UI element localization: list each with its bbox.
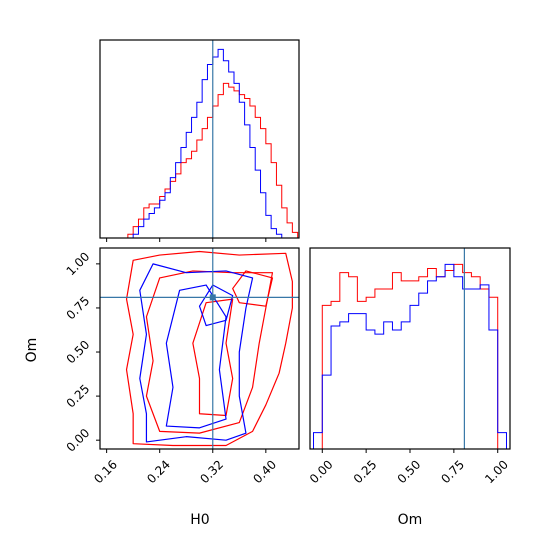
y-axis-label-Om: Om — [24, 338, 40, 363]
joint-y-tick-label-3: 0.75 — [64, 294, 93, 323]
hist-H0-series-blue — [106, 48, 298, 239]
contour-red-2 — [192, 298, 234, 417]
joint-y-tick-label-2: 0.50 — [64, 338, 93, 367]
hist-Om-tick-label-4: 1.00 — [482, 457, 511, 486]
joint-frame — [99, 247, 300, 450]
hist-Om-tick-label-0: 0.00 — [307, 457, 336, 486]
hist-Om-series-blue — [313, 263, 507, 449]
contour-blue-6 — [198, 284, 234, 327]
contour-blue-4 — [139, 263, 254, 443]
contour-blue-5 — [165, 284, 227, 429]
joint-x-tick-label-3: 0.40 — [250, 457, 279, 486]
hist-Om-panel: 0.00 0.25 0.50 0.75 1.00 Om — [307, 247, 511, 528]
x-axis-label-Om-hist: Om — [398, 512, 423, 528]
hist-H0-frame — [99, 39, 300, 239]
contour-red-3 — [232, 270, 274, 307]
contour-red-1 — [145, 270, 274, 434]
contour-red-0 — [125, 250, 293, 447]
x-axis-label-H0: H0 — [190, 512, 209, 528]
hist-Om-tick-label-2: 0.50 — [395, 457, 424, 486]
joint-x-tick-label-0: 0.16 — [91, 457, 120, 486]
joint-x-tick-label-1: 0.24 — [144, 457, 173, 486]
hist-H0-series-red — [106, 82, 299, 239]
hist-Om-tick-label-3: 0.75 — [438, 457, 467, 486]
joint-y-tick-label-4: 1.00 — [64, 249, 93, 278]
joint-y-tick-label-0: 0.00 — [64, 426, 93, 455]
hist-Om-series-red — [313, 263, 507, 450]
joint-x-tick-label-2: 0.32 — [197, 457, 226, 486]
joint-y-tick-label-1: 0.25 — [64, 382, 93, 411]
hist-H0-panel — [99, 39, 300, 242]
hist-Om-tick-label-1: 0.25 — [351, 457, 380, 486]
joint-panel: 0.16 0.24 0.32 0.40 0.00 0.25 0.50 0.75 1.00 H0… — [24, 247, 300, 528]
